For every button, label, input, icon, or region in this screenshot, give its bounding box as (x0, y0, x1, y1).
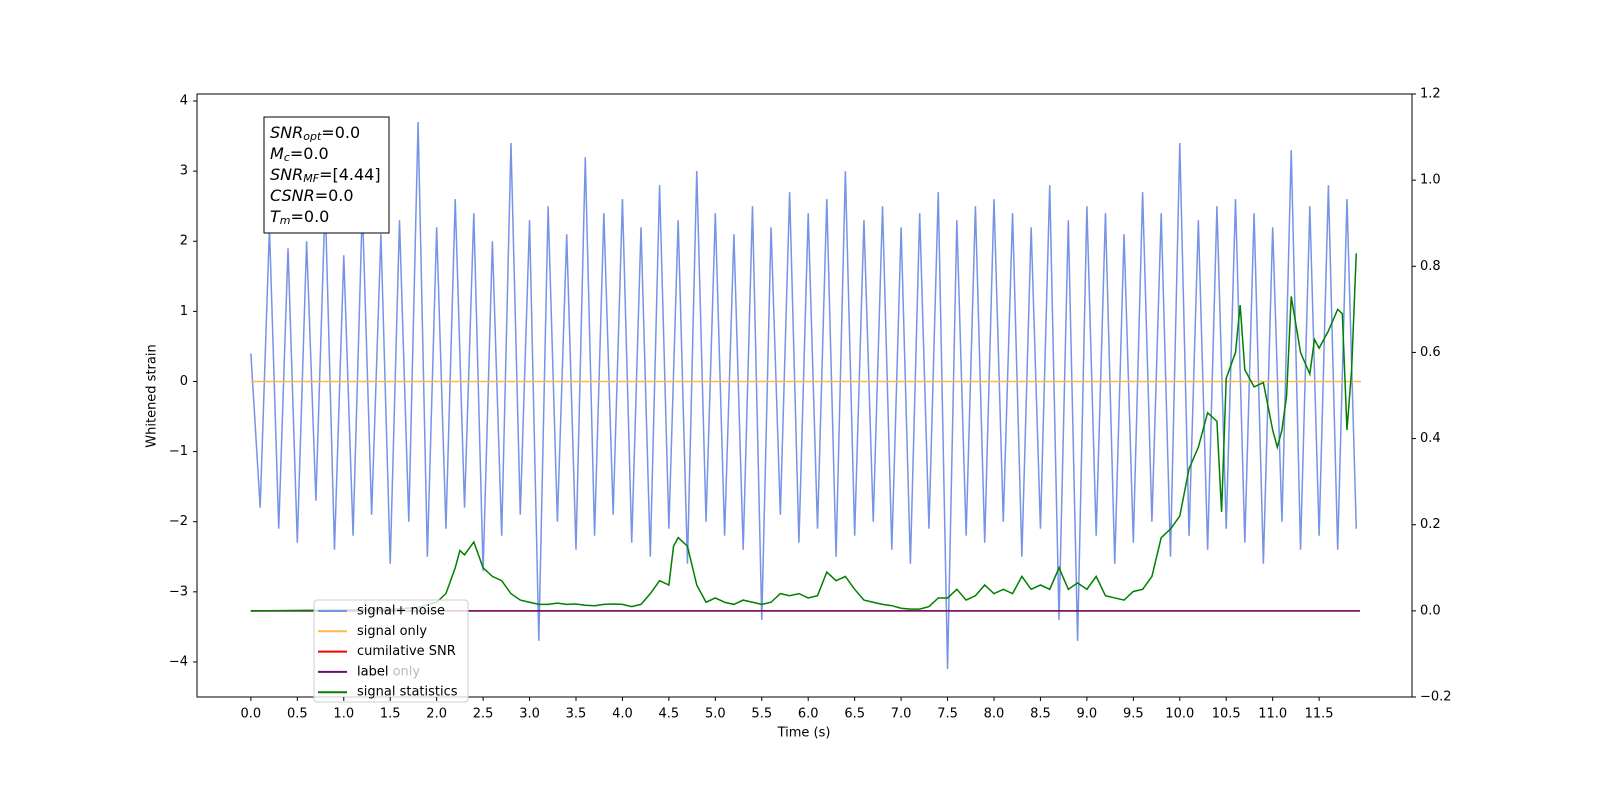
annotation-subscript: MF (303, 172, 319, 185)
y-tick-label: 3 (180, 164, 188, 179)
y2-tick-label: 0.4 (1420, 431, 1441, 446)
annotation-subscript: c (284, 151, 290, 164)
legend-label: signal statistics (357, 685, 458, 700)
legend-ghost-text: label only (357, 665, 420, 680)
annotation-text: Mc=0.0 (270, 144, 329, 165)
annotation-subscript: opt (303, 130, 322, 143)
annotation-value: =0.0 (321, 123, 360, 142)
annotation-subscript: m (280, 214, 291, 227)
annotation-value: =0.0 (315, 186, 354, 205)
x-tick-label: 2.0 (426, 707, 447, 722)
legend-label: cumilative SNR (357, 644, 456, 659)
axes-frame (196, 93, 1413, 698)
y2-tick-label: −0.2 (1420, 690, 1452, 705)
x-tick-label: 9.5 (1123, 707, 1144, 722)
x-tick-label: 8.5 (1030, 707, 1051, 722)
x-tick-label: 3.5 (566, 707, 587, 722)
legend: label only signal+ noise signal only cumila… (313, 599, 469, 703)
legend-label: signal only (357, 624, 427, 639)
x-tick-label: 6.5 (844, 707, 865, 722)
y-tick-label: −1 (169, 444, 188, 459)
annotation-name: SNR (270, 165, 303, 184)
annotation-value: =0.0 (291, 207, 330, 226)
annotation-text: SNRMF=[4.44] (270, 165, 381, 186)
legend-label: signal+ noise (357, 604, 445, 619)
x-tick-label: 11.5 (1305, 707, 1334, 722)
x-axis-label: Time (s) (777, 726, 831, 741)
x-tick-label: 2.5 (473, 707, 494, 722)
y-tick-label: −2 (169, 514, 188, 529)
x-tick-label: 4.5 (659, 707, 680, 722)
series-line (250, 122, 1358, 669)
annotation-frame (263, 116, 390, 234)
series-line (250, 253, 1358, 612)
x-tick-label: 5.5 (751, 707, 772, 722)
annotation-value: =[4.44] (319, 165, 381, 184)
x-tick-label: 10.0 (1165, 707, 1194, 722)
x-tick-label: 0.5 (287, 707, 308, 722)
y2-tick-label: 1.2 (1420, 87, 1441, 102)
x-tick-label: 4.0 (612, 707, 633, 722)
legend-label: label (357, 664, 388, 679)
x-tick-label: 7.0 (891, 707, 912, 722)
x-tick-label: 10.5 (1212, 707, 1241, 722)
x-tick-label: 1.5 (380, 707, 401, 722)
annotation-text: CSNR=0.0 (270, 186, 354, 205)
x-tick-label: 9.0 (1077, 707, 1098, 722)
y2-tick-label: 0.0 (1420, 603, 1441, 618)
y2-tick-label: 0.2 (1420, 517, 1441, 532)
annotation-text: Tm=0.0 (270, 207, 329, 228)
annotation-box: SNRopt=0.0Mc=0.0SNRMF=[4.44]CSNR=0.0Tm=0… (263, 116, 390, 234)
y-tick-label: 1 (180, 304, 188, 319)
x-tick-label: 0.0 (241, 707, 262, 722)
annotation-name: M (270, 144, 284, 163)
x-tick-label: 6.0 (798, 707, 819, 722)
x-tick-label: 5.0 (705, 707, 726, 722)
y-tick-label: −4 (169, 654, 188, 669)
y-tick-label: 4 (180, 94, 188, 109)
y-tick-label: 2 (180, 234, 188, 249)
x-tick-label: 3.0 (519, 707, 540, 722)
annotation-name: SNR (270, 123, 303, 142)
annotation-text: SNRopt=0.0 (270, 123, 360, 144)
x-tick-label: 8.0 (984, 707, 1005, 722)
x-tick-label: 11.0 (1258, 707, 1287, 722)
y-axis-label: Whitened strain (145, 344, 160, 447)
x-tick-label: 1.0 (333, 707, 354, 722)
legend-frame (313, 599, 469, 703)
y2-tick-label: 0.6 (1420, 345, 1441, 360)
annotation-value: =0.0 (290, 144, 329, 163)
x-tick-label: 7.5 (937, 707, 958, 722)
annotation-name: CSNR (270, 186, 315, 205)
y2-tick-label: 0.8 (1420, 259, 1441, 274)
y-tick-label: 0 (180, 374, 188, 389)
y2-tick-label: 1.0 (1420, 173, 1441, 188)
y-tick-label: −3 (169, 584, 188, 599)
annotation-name: T (270, 207, 281, 226)
